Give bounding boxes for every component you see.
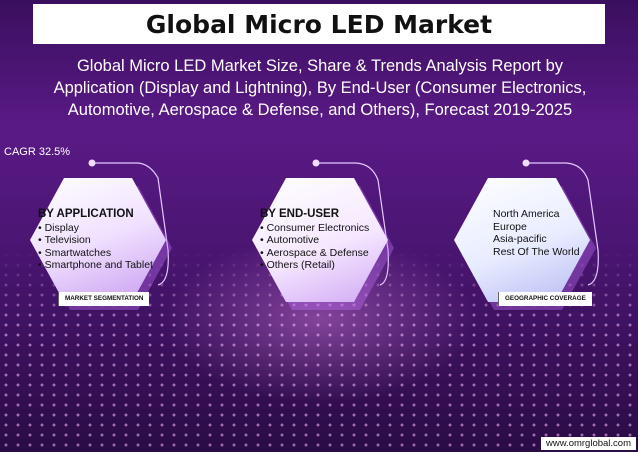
- card-list: Consumer Electronics Automotive Aerospac…: [260, 222, 370, 272]
- card-application: BY APPLICATION Display Television Smartw…: [38, 208, 153, 272]
- card-heading: BY APPLICATION: [38, 208, 134, 220]
- list-item: Others (Retail): [260, 259, 369, 272]
- list-item: Smartwatches: [38, 247, 153, 260]
- card-list: Display Television Smartwatches Smartpho…: [38, 222, 153, 272]
- list-item: Automotive: [260, 234, 369, 247]
- connector-line-2: [316, 162, 389, 286]
- market-segmentation-tag: MARKET SEGMENTATION: [58, 292, 150, 306]
- list-item: Consumer Electronics: [260, 222, 370, 235]
- connector-line-3: [526, 162, 599, 286]
- list-item: Asia-pacific: [493, 233, 547, 245]
- list-item: North America: [493, 208, 560, 220]
- connector-line-1: [92, 162, 169, 286]
- page-title: Global Micro LED Market: [145, 9, 493, 39]
- connector-dot-2: [312, 159, 320, 167]
- geographic-coverage-tag: GEOGRAPHIC COVERAGE: [498, 292, 592, 306]
- list-item: Europe: [493, 220, 527, 233]
- website-footer: www.omrglobal.com: [541, 437, 636, 450]
- connector-dot-1: [88, 159, 96, 167]
- list-item: Rest Of The World: [493, 245, 580, 258]
- card-list: North America Europe Asia-pacific Rest O…: [493, 208, 580, 258]
- title-bar: Global Micro LED Market: [33, 4, 605, 44]
- list-item: Television: [38, 234, 153, 247]
- list-item: Display: [38, 222, 153, 235]
- card-heading: BY END-USER: [260, 208, 340, 220]
- report-subtitle: Global Micro LED Market Size, Share & Tr…: [53, 57, 587, 119]
- connector-dot-3: [522, 159, 530, 167]
- list-item: Smartphone and Tablet: [38, 259, 153, 272]
- list-item: Aerospace & Defense: [260, 247, 369, 260]
- card-geography: North America Europe Asia-pacific Rest O…: [493, 208, 580, 258]
- cagr-label: CAGR 32.5%: [4, 146, 71, 158]
- card-end-user: BY END-USER Consumer Electronics Automot…: [260, 208, 369, 272]
